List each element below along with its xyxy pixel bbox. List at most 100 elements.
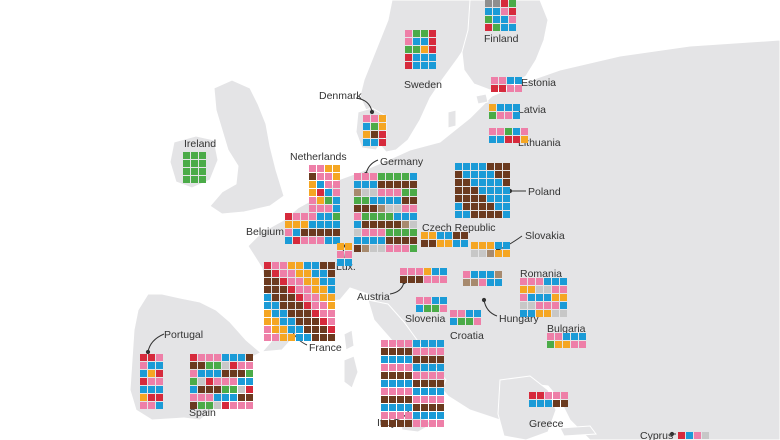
seat-cell — [337, 243, 344, 250]
seats-czech — [421, 232, 469, 248]
seat-cell — [536, 310, 543, 317]
seat-cell — [424, 276, 431, 283]
seat-cell — [466, 310, 473, 317]
seat-cell — [312, 278, 319, 285]
seats-finland — [485, 0, 517, 32]
seat-cell — [386, 205, 393, 212]
seat-cell — [264, 262, 271, 269]
seat-cell — [190, 362, 197, 369]
seat-cell — [461, 240, 468, 247]
seat-cell — [455, 187, 462, 194]
land-corsica — [343, 329, 355, 351]
seat-cell — [497, 112, 504, 119]
seat-cell — [536, 278, 543, 285]
seat-cell — [238, 362, 245, 369]
seat-cell — [320, 270, 327, 277]
seat-cell — [410, 213, 417, 220]
seat-cell — [198, 386, 205, 393]
seat-cell — [529, 400, 536, 407]
label-germany: Germany — [380, 156, 424, 168]
seat-cell — [560, 302, 567, 309]
seat-cell — [405, 38, 412, 45]
seat-cell — [429, 340, 436, 347]
seat-cell — [214, 394, 221, 401]
seat-cell — [485, 8, 492, 15]
seat-cell — [378, 229, 385, 236]
seat-cell — [148, 402, 155, 409]
seat-cell — [421, 396, 428, 403]
seat-cell — [389, 396, 396, 403]
seat-cell — [296, 286, 303, 293]
label-sweden: Sweden — [404, 79, 442, 91]
seat-cell — [437, 412, 444, 419]
seat-cell — [410, 189, 417, 196]
seat-cell — [320, 302, 327, 309]
seats-france — [264, 262, 336, 342]
seats-lithuania — [489, 128, 529, 144]
seat-cell — [304, 270, 311, 277]
seat-cell — [505, 136, 512, 143]
seat-cell — [432, 297, 439, 304]
seat-cell — [379, 139, 386, 146]
seat-cell — [381, 396, 388, 403]
seat-cell — [421, 404, 428, 411]
seat-cell — [206, 370, 213, 377]
seat-cell — [402, 197, 409, 204]
seat-cell — [325, 165, 332, 172]
seat-cell — [304, 326, 311, 333]
seat-cell — [389, 340, 396, 347]
seat-cell — [544, 278, 551, 285]
seat-cell — [520, 294, 527, 301]
seat-cell — [471, 171, 478, 178]
label-greece: Greece — [529, 418, 564, 430]
seat-cell — [296, 270, 303, 277]
seat-cell — [238, 354, 245, 361]
seat-cell — [405, 380, 412, 387]
seat-cell — [394, 221, 401, 228]
seat-cell — [394, 229, 401, 236]
seat-cell — [370, 237, 377, 244]
seat-cell — [413, 54, 420, 61]
seat-cell — [214, 402, 221, 409]
seat-cell — [309, 165, 316, 172]
seat-cell — [190, 386, 197, 393]
seat-cell — [437, 372, 444, 379]
seat-cell — [560, 286, 567, 293]
seat-cell — [455, 211, 462, 218]
seat-cell — [421, 420, 428, 427]
land-gotland — [447, 109, 457, 129]
seat-cell — [520, 286, 527, 293]
seat-cell — [312, 310, 319, 317]
seat-cell — [312, 270, 319, 277]
seat-cell — [487, 195, 494, 202]
seat-cell — [437, 356, 444, 363]
seat-cell — [238, 378, 245, 385]
seat-cell — [190, 394, 197, 401]
seat-cell — [405, 412, 412, 419]
seat-cell — [503, 203, 510, 210]
seat-cell — [296, 326, 303, 333]
seat-cell — [487, 279, 494, 286]
seat-cell — [487, 271, 494, 278]
seat-cell — [416, 297, 423, 304]
seat-cell — [437, 348, 444, 355]
seat-cell — [206, 354, 213, 361]
seat-cell — [501, 16, 508, 23]
seat-cell — [402, 173, 409, 180]
seat-cell — [560, 278, 567, 285]
seat-cell — [507, 85, 514, 92]
seat-cell — [479, 203, 486, 210]
seat-cell — [288, 302, 295, 309]
seat-cell — [463, 195, 470, 202]
seats-belgium — [285, 213, 341, 245]
seat-cell — [333, 205, 340, 212]
seat-cell — [421, 356, 428, 363]
seat-cell — [140, 370, 147, 377]
seat-cell — [479, 187, 486, 194]
seat-cell — [400, 276, 407, 283]
seat-cell — [325, 173, 332, 180]
seat-cell — [378, 205, 385, 212]
seat-cell — [371, 139, 378, 146]
seat-cell — [156, 402, 163, 409]
seat-cell — [413, 38, 420, 45]
